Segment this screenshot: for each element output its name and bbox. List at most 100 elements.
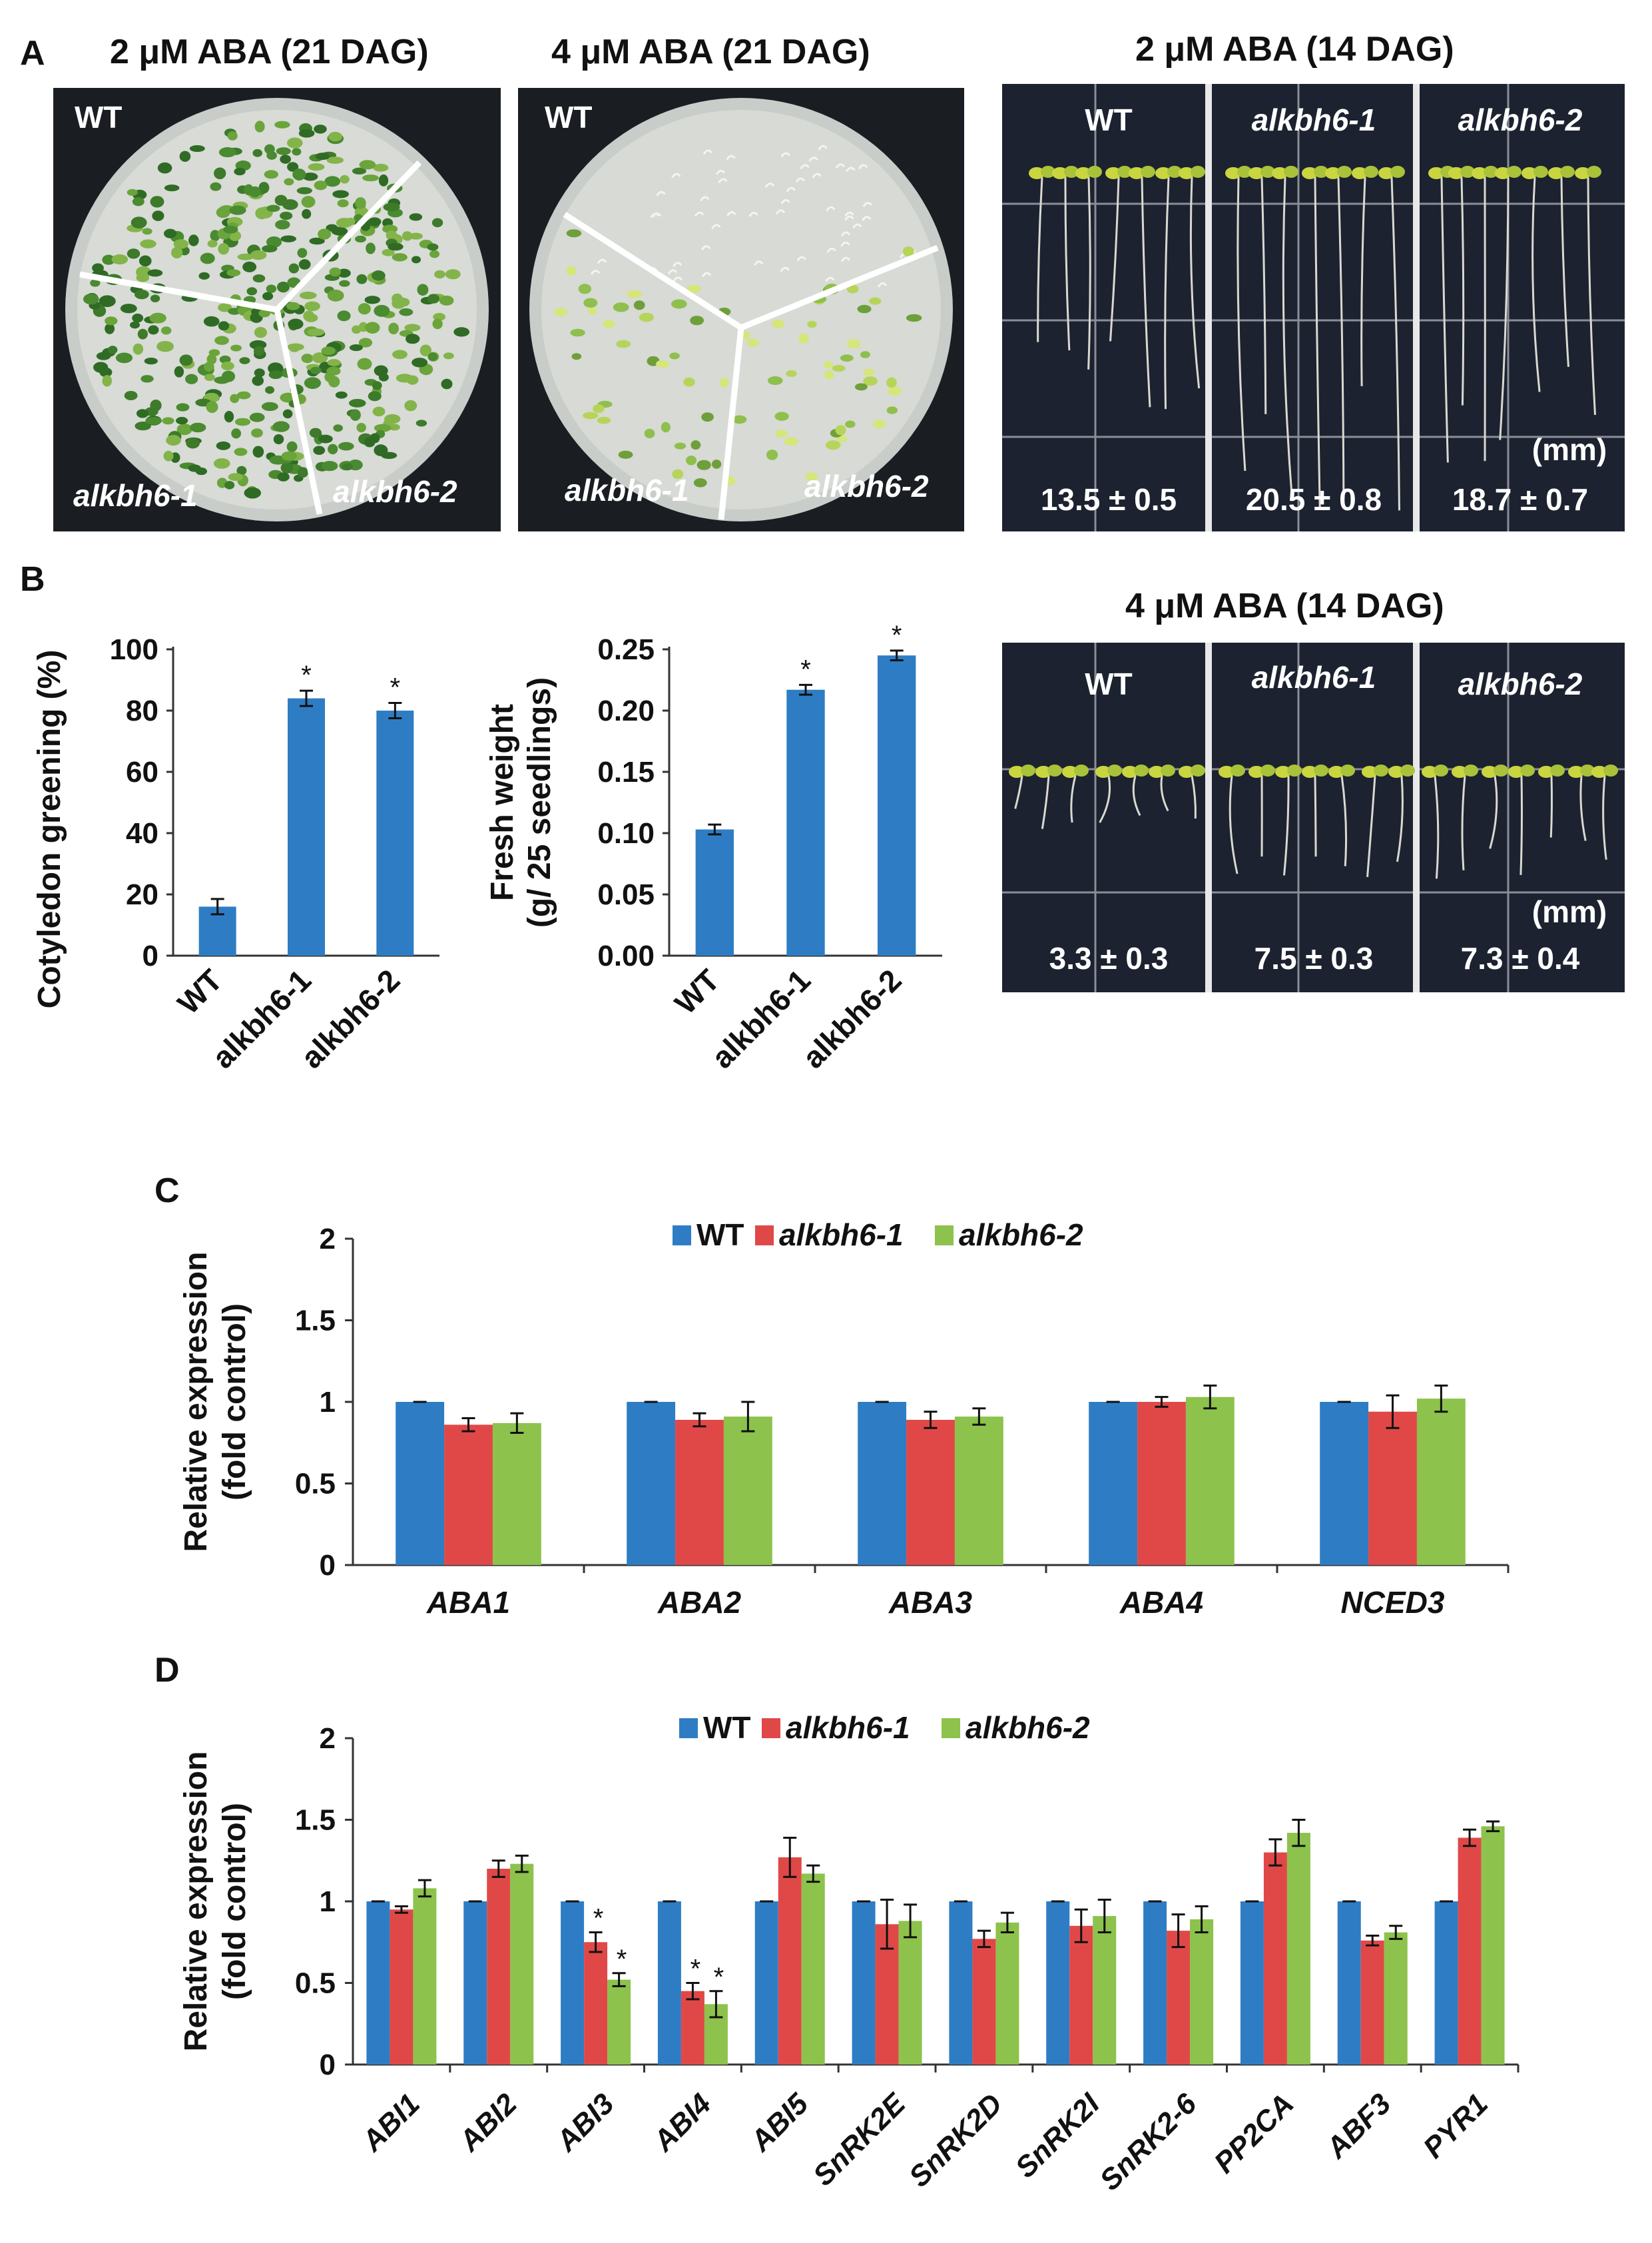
photo1-label-wt: WT [75,100,123,135]
y-tick-label: 80 [126,695,158,727]
y-axis-label: Cotyledon greening (%) [32,650,67,1009]
significance-mark: * [301,661,312,690]
photo3-label-alkbh6-2: alkbh6-2 [1458,103,1583,137]
bar-0 [858,1402,907,1565]
photo3-value-wt: 13.5 ± 0.5 [1041,482,1177,517]
photo1-label-alkbh6-1: alkbh6-1 [73,478,198,513]
root-length-photo-2uM: WT alkbh6-1 alkbh6-2 (mm) 13.5 ± 0.5 20.… [1002,84,1625,531]
photo3-unit: (mm) [1532,432,1607,467]
photo4-title: 4 μM ABA (14 DAG) [1125,587,1444,625]
x-tick-label: SnRK2I [1009,2087,1107,2184]
y-tick-label: 2 [320,1722,336,1755]
significance-mark: * [714,1963,724,1992]
x-tick-label: ABI5 [744,2087,815,2158]
y-tick-label: 0.00 [597,940,655,972]
bar-2 [1185,1397,1235,1565]
petri-plate-photo-2uM: WT alkbh6-1 alkbh6-2 [53,88,501,531]
x-tick-label: WT [668,962,726,1020]
bar-0 [1089,1402,1138,1565]
bar-1 [675,1419,724,1565]
legend-label-1: alkbh6-1 [779,1217,904,1252]
x-tick-label: SnRK2D [903,2087,1009,2193]
petri-plate-1-graphic: WT alkbh6-1 alkbh6-2 [53,88,501,531]
root-plate-2-graphic: WT alkbh6-1 alkbh6-2 (mm) 3.3 ± 0.3 7.5 … [1002,643,1625,992]
y-tick-label: 20 [126,878,158,911]
x-tick-label: ABA1 [426,1585,510,1620]
x-tick-label: alkbh6-1 [704,962,817,1075]
photo4-label-alkbh6-1: alkbh6-1 [1252,660,1376,695]
significance-mark: * [800,655,811,684]
y-tick-label: 0.25 [597,633,655,666]
y-axis-label: Relative expression [178,1252,214,1552]
photo1-label-alkbh6-2: alkbh6-2 [333,474,457,509]
legend-swatch-0 [673,1225,691,1245]
legend-label-0: WT [696,1217,744,1252]
y-axis-label: Fresh weight [485,704,520,901]
y-tick-label: 0 [320,2049,336,2081]
x-tick-label: ABI4 [647,2087,717,2158]
root-length-photo-4uM: WT alkbh6-1 alkbh6-2 (mm) 3.3 ± 0.3 7.5 … [1002,643,1625,992]
bar-0 [754,1901,778,2065]
y-axis-label: Relative expression [178,1752,214,2052]
x-tick-label: ABA4 [1119,1585,1203,1620]
petri-plate-2-graphic: WT alkbh6-1 alkbh6-2 [518,88,964,531]
legend-label-2: alkbh6-2 [959,1217,1083,1252]
bar-2 [1481,1826,1505,2065]
y-tick-label: 0.5 [295,1967,336,2000]
bar [877,655,916,956]
bar-2 [1190,1919,1214,2065]
bar-2 [995,1922,1019,2065]
bar-0 [561,1901,585,2065]
y-tick-label: 60 [126,756,158,789]
bar-0 [852,1901,876,2065]
photo2-label-alkbh6-1: alkbh6-1 [565,473,689,507]
bar [695,829,734,956]
legend-label-0: WT [703,1710,751,1745]
y-axis-label-units: (fold control) [217,1803,252,2000]
bar-1 [1263,1852,1287,2065]
bar-1 [444,1425,493,1565]
bar-1 [1360,1940,1384,2065]
photo3-label-alkbh6-1: alkbh6-1 [1252,103,1376,137]
x-tick-label: ABA3 [888,1585,973,1620]
bar-1 [487,1869,511,2065]
x-tick-label: ABA2 [657,1585,742,1620]
bar-2 [492,1423,541,1565]
x-tick-label: ABI3 [549,2087,620,2158]
bar [786,689,825,956]
legend-swatch-1 [755,1225,774,1245]
fresh-weight-chart: 0.00 0.05 0.10 0.15 0.20 0.25 WT * alkbh6-1 * alkb… [485,621,942,1075]
legend-label-2: alkbh6-2 [965,1710,1090,1745]
y-axis-label-units: (g/ 25 seedlings) [522,677,557,928]
bar-0 [463,1901,487,2065]
photo4-value-alkbh6-1: 7.5 ± 0.3 [1254,941,1374,976]
x-tick-label: SnRK2-6 [1093,2087,1203,2197]
bar-1 [1137,1402,1186,1565]
bar-1 [584,1942,608,2065]
root-plate-1-graphic: WT alkbh6-1 alkbh6-2 (mm) 13.5 ± 0.5 20.… [1002,84,1625,531]
bar-1 [390,1909,413,2065]
bar-1 [1458,1837,1482,2065]
photo4-value-wt: 3.3 ± 0.3 [1049,941,1169,976]
cotyledon-greening-chart: 020406080100WT*alkbh6-1*alkbh6-2Cotyledo… [32,633,439,1075]
bar-2 [801,1873,825,2065]
legend-swatch-2 [942,1718,960,1738]
y-tick-label: 2 [320,1223,336,1255]
bar-0 [1434,1901,1458,2065]
y-tick-label: 40 [126,817,158,850]
bar-2 [510,1863,534,2065]
significance-mark: * [617,1945,627,1974]
bar-1 [681,1991,704,2065]
y-tick-label: 0.20 [597,695,655,727]
bar-0 [366,1901,390,2065]
bar-1 [1368,1411,1417,1565]
significance-mark: * [593,1904,604,1933]
y-tick-label: 0 [142,940,158,972]
bar-0 [949,1901,973,2065]
y-tick-label: 0.05 [597,878,655,911]
bar-2 [607,1979,631,2065]
bar-0 [1240,1901,1264,2065]
legend-label-1: alkbh6-1 [786,1710,910,1745]
x-tick-label: PP2CA [1208,2087,1300,2179]
